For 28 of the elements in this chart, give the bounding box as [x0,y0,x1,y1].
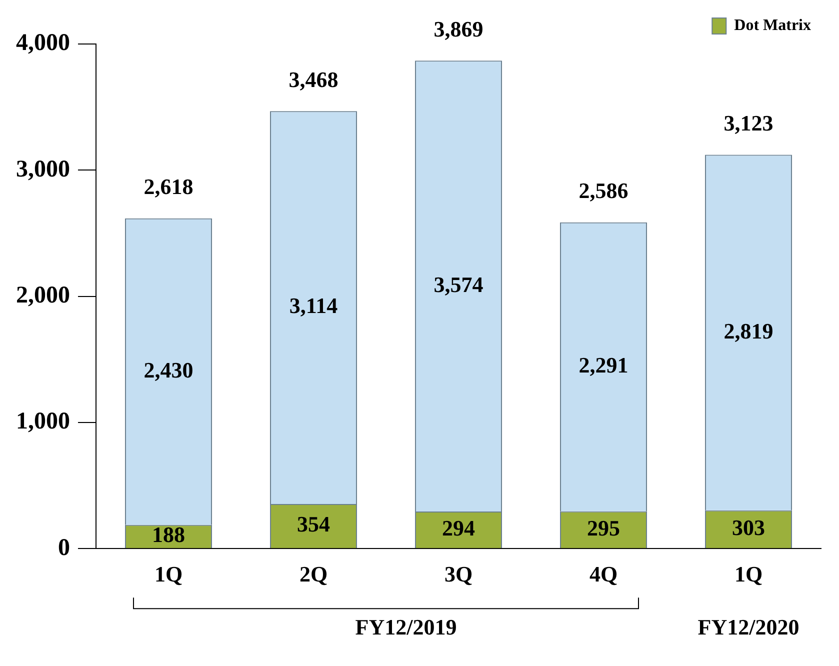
y-tick-label: 3,000 [16,156,70,182]
total-label: 3,869 [434,16,484,42]
data-label: 295 [587,515,620,540]
x-tick-label: 1Q [734,561,763,586]
y-tick-label: 1,000 [16,408,70,435]
text: FY12/2020 [698,614,800,640]
data-label: 188 [152,522,185,548]
data-label: 2,430 [144,357,194,382]
data-label: 2,819 [724,318,774,344]
legend-label: Dot Matrix [734,17,811,34]
x-tick-label: 2Q [299,561,328,586]
data-label: 2,291 [578,352,628,378]
total-label: 2,618 [144,174,194,200]
total-label: 3,468 [288,66,338,92]
data-label: 354 [297,512,330,537]
x-tick-label: 3Q [444,561,473,586]
y-tick-label: 2,000 [16,282,70,309]
total-label: 2,586 [578,178,628,204]
y-tick-label: 4,000 [16,30,70,56]
x-tick-label: 4Q [589,561,618,586]
data-label: 294 [442,515,475,540]
x-tick-label: 1Q [154,561,183,586]
data-label: 3,574 [434,272,484,297]
y-tick-label: 0 [58,534,70,561]
data-label: 303 [732,514,765,540]
text: FY12/2019 [355,614,457,640]
total-label: 3,123 [724,110,774,136]
data-label: 3,114 [289,293,338,318]
